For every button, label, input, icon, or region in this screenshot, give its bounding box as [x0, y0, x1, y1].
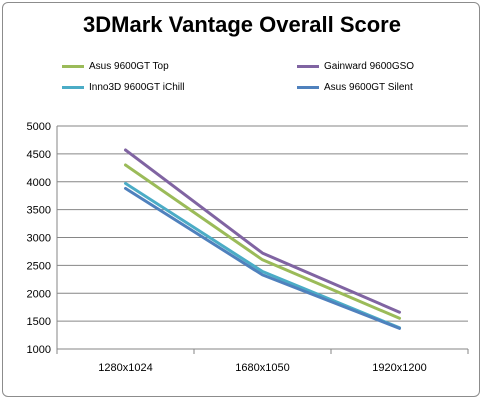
series-line — [124, 163, 401, 320]
y-tick-label: 4000 — [27, 177, 51, 189]
y-tick-label: 1000 — [27, 344, 51, 356]
legend-label: Gainward 9600GSO — [324, 60, 415, 72]
legend-swatch — [297, 85, 319, 89]
legend-item-asus-9600gt-silent: Asus 9600GT Silent — [297, 80, 413, 94]
y-tick-label: 2000 — [27, 288, 51, 300]
x-tick-label: 1280x1024 — [98, 362, 152, 374]
x-tick-label: 1680x1050 — [235, 362, 289, 374]
series-line — [124, 186, 401, 330]
x-tick-label: 1920x1200 — [372, 362, 426, 374]
legend-item-inno3d-9600gt-ichill: Inno3D 9600GT iChill — [62, 80, 184, 94]
legend-label: Asus 9600GT Silent — [324, 81, 413, 93]
legend-label: Asus 9600GT Top — [89, 60, 169, 72]
chart-frame — [2, 2, 480, 397]
series-line — [124, 148, 401, 314]
y-tick-label: 3000 — [27, 233, 51, 245]
y-tick-label: 5000 — [27, 121, 51, 133]
series-line — [124, 181, 401, 330]
y-tick-label: 2500 — [27, 260, 51, 272]
legend-label: Inno3D 9600GT iChill — [89, 81, 185, 93]
legend-item-asus-9600gt-top: Asus 9600GT Top — [62, 59, 169, 73]
legend-swatch — [297, 64, 319, 68]
y-tick-label: 3500 — [27, 205, 51, 217]
chart-title: 3DMark Vantage Overall Score — [83, 12, 401, 37]
y-tick-label: 4500 — [27, 149, 51, 161]
legend-item-gainward-9600gso: Gainward 9600GSO — [297, 59, 414, 73]
y-tick-label: 1500 — [27, 316, 51, 328]
legend-swatch — [62, 64, 84, 68]
legend-swatch — [62, 85, 84, 89]
